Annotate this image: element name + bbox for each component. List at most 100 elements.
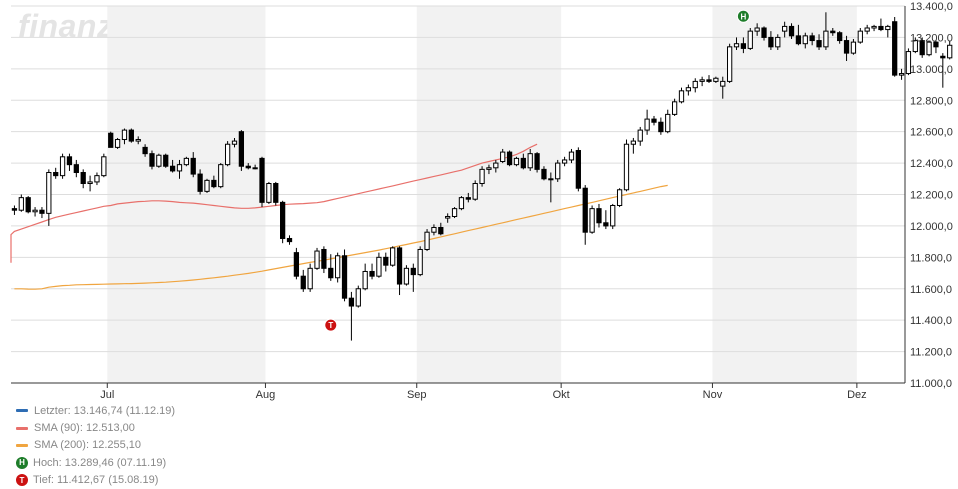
candle-body (816, 40, 822, 48)
candle (183, 156, 189, 167)
candle-body (445, 215, 451, 219)
candle-body (335, 255, 341, 279)
candle-body (548, 178, 554, 181)
candle-body (32, 209, 38, 213)
candle-body (603, 222, 609, 227)
candle (369, 263, 375, 280)
candle (396, 246, 403, 296)
legend-swatch (16, 443, 28, 447)
x-axis-labels: Jul Aug Sep Okt Nov Dez (100, 389, 866, 401)
legend: Letzter: 13.146,74 (11.12.19) SMA (90): 1… (16, 402, 175, 489)
candle-body (720, 80, 726, 87)
candle (280, 200, 286, 244)
candle-body (589, 208, 595, 233)
candle-body (795, 35, 802, 45)
candle (114, 137, 121, 149)
candle (197, 169, 203, 195)
y-axis-labels: 11.000,0 11.200,0 11.400,0 11.600,0 11.800,0… (910, 1, 953, 390)
candle (465, 192, 471, 203)
sma-line (14, 184, 668, 290)
candle-body (782, 25, 788, 32)
moving-averages (10, 143, 668, 290)
candle-body (410, 267, 416, 276)
candle-body (500, 151, 506, 163)
candle (39, 207, 45, 219)
candle-body (211, 179, 217, 188)
candle-body (706, 79, 712, 82)
candle-body (328, 267, 334, 279)
low-marker-icon: T (16, 474, 28, 487)
candle-body (850, 41, 857, 54)
candle-body (396, 247, 403, 285)
candle (300, 269, 306, 292)
candle-body (108, 132, 114, 148)
legend-label: SMA (90): 12.513,00 (34, 422, 135, 435)
candle (534, 152, 540, 173)
candle (266, 181, 272, 204)
candle-body (362, 270, 368, 290)
candle (18, 194, 24, 212)
candle (53, 167, 59, 179)
candle (665, 109, 671, 134)
candle (286, 235, 293, 245)
legend-item-sma200: SMA (200): 12.255,10 (16, 437, 175, 454)
y-tick-label: 11.000,0 (910, 378, 952, 390)
candle (211, 175, 217, 189)
candle-body (768, 36, 774, 48)
candle-body (252, 167, 258, 170)
candle-body (775, 36, 781, 48)
candle-body (898, 73, 905, 76)
candle-body (630, 140, 636, 145)
legend-label: Tief: 11.412,67 (15.08.19) (33, 474, 159, 487)
candle (809, 32, 815, 46)
candle (747, 27, 753, 50)
candle-body (561, 159, 568, 164)
candle-body (376, 256, 382, 277)
candle (692, 78, 698, 93)
candle (73, 159, 79, 178)
candle (678, 87, 685, 104)
candle (46, 169, 52, 226)
candle (376, 252, 382, 278)
candle (630, 137, 636, 154)
candle (472, 180, 478, 201)
candle-body (390, 247, 396, 266)
candle (671, 98, 678, 116)
candle-body (878, 25, 884, 31)
candle (149, 150, 155, 170)
legend-item-sma90: SMA (90): 12.513,00 (16, 419, 175, 436)
candle (940, 53, 946, 88)
candle (218, 163, 224, 189)
extreme-markers: HT (324, 9, 750, 332)
candle (898, 68, 905, 80)
legend-label: Hoch: 13.289,46 (07.11.19) (33, 456, 167, 469)
candle-body (183, 157, 189, 166)
y-tick-label: 11.200,0 (910, 347, 952, 359)
candle-body (94, 175, 100, 183)
candle (25, 196, 31, 214)
candle-body (39, 209, 45, 214)
candle (699, 76, 705, 87)
candle (94, 172, 100, 186)
candle (871, 24, 877, 32)
candle-body (431, 226, 437, 233)
candle-body (692, 80, 698, 89)
candle-body (685, 87, 692, 92)
candle-body (747, 30, 753, 49)
candle-body (947, 44, 953, 59)
x-tick-label: Dez (847, 389, 867, 401)
candle (169, 159, 176, 173)
candle (892, 16, 898, 77)
candle-body (892, 21, 898, 76)
candle (589, 205, 595, 234)
legend-label: SMA (200): 12.255,10 (34, 439, 142, 452)
candle-body (355, 288, 361, 307)
candle (802, 32, 808, 49)
legend-swatch (16, 409, 28, 413)
legend-item-high: H Hoch: 13.289,46 (07.11.19) (16, 454, 175, 471)
candle-body (169, 165, 176, 172)
candle-body (940, 55, 946, 59)
candle (761, 26, 767, 41)
candle-body (176, 164, 183, 172)
candle (321, 246, 327, 274)
